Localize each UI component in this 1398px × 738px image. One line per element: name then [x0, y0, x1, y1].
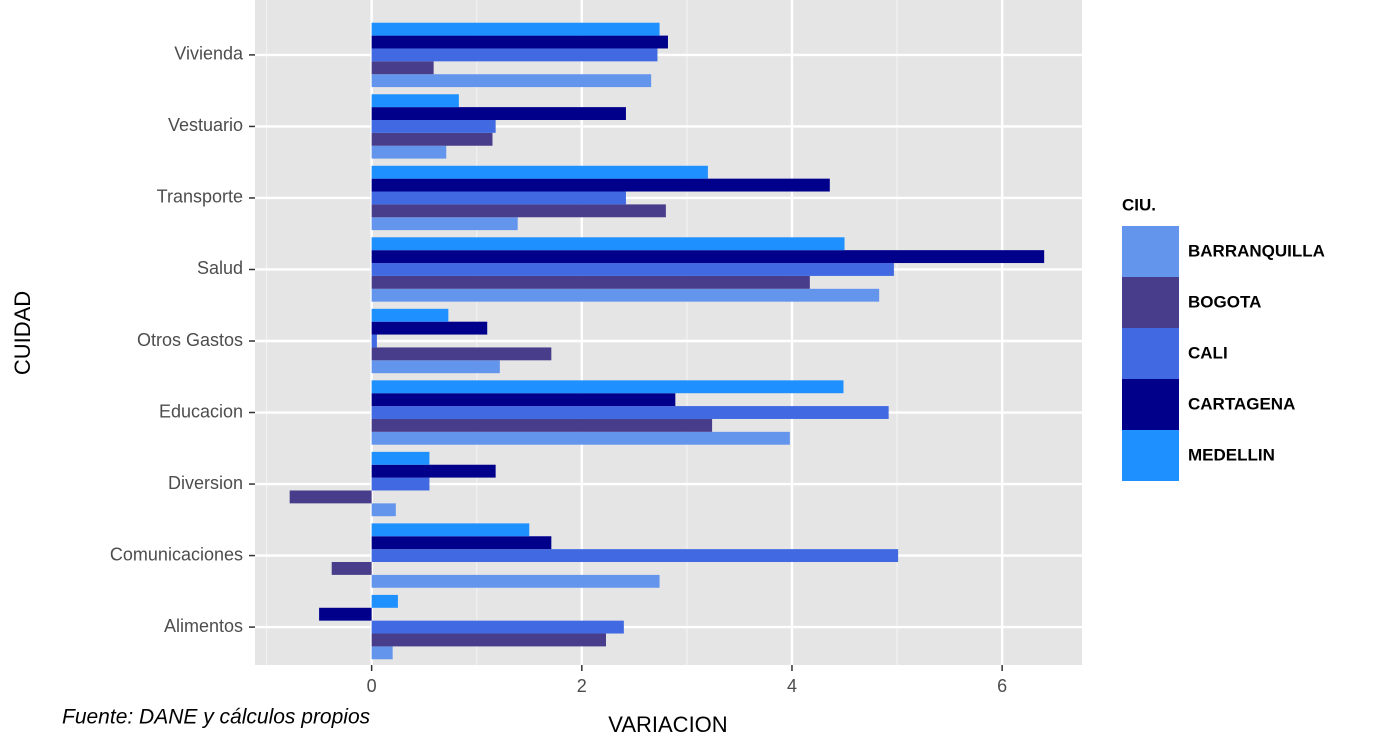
bar [371, 380, 844, 394]
x-tick-label: 6 [997, 676, 1007, 696]
bar [319, 607, 372, 621]
bar [371, 393, 676, 407]
x-tick-label: 2 [577, 676, 587, 696]
bar [371, 334, 377, 348]
bar [371, 74, 652, 88]
legend-title: CIU. [1122, 195, 1156, 214]
bar [371, 523, 530, 537]
bar [371, 431, 790, 445]
x-tick-label: 4 [787, 676, 797, 696]
bar [371, 594, 398, 608]
bar [371, 477, 430, 491]
bar [371, 503, 396, 517]
bar [371, 308, 449, 322]
bar [371, 107, 626, 120]
y-tick-label: Vivienda [174, 44, 244, 64]
y-axis-title: CUIDAD [10, 291, 35, 375]
y-tick-label: Transporte [157, 187, 243, 207]
bar [371, 48, 658, 62]
legend-key [1122, 226, 1179, 277]
y-tick-label: Otros Gastos [137, 330, 243, 350]
legend-key [1122, 277, 1179, 328]
y-tick-label: Alimentos [164, 616, 243, 636]
bar [371, 237, 845, 251]
bar [371, 620, 624, 634]
bar [371, 145, 447, 159]
y-tick-label: Educacion [159, 401, 243, 421]
y-tick-label: Diversion [168, 473, 243, 493]
bar [371, 418, 713, 432]
bar [371, 360, 500, 374]
bar [371, 35, 668, 49]
legend-key [1122, 328, 1179, 379]
bar [371, 178, 830, 192]
legend-key [1122, 430, 1179, 481]
bar [371, 549, 899, 563]
bar [371, 347, 552, 361]
bar [331, 562, 372, 575]
bar [371, 406, 889, 419]
bar [371, 451, 430, 465]
x-axis-title: VARIACION [608, 712, 727, 737]
bar [371, 132, 493, 146]
bar [371, 263, 894, 276]
y-tick-label: Vestuario [168, 115, 243, 135]
bar [371, 94, 459, 108]
bar [371, 633, 606, 647]
legend-label: BARRANQUILLA [1188, 241, 1325, 260]
legend-key [1122, 379, 1179, 430]
x-tick-label: 0 [367, 676, 377, 696]
bar [371, 61, 434, 75]
bar [371, 574, 660, 588]
legend-label: CARTAGENA [1188, 394, 1295, 413]
bar [371, 204, 666, 218]
bar [371, 165, 708, 179]
bar [371, 217, 518, 231]
bar [371, 288, 880, 302]
bar [371, 275, 810, 289]
bar [371, 536, 552, 550]
legend-label: CALI [1188, 343, 1228, 362]
bar [371, 191, 626, 205]
bar [371, 250, 1045, 264]
y-tick-label: Comunicaciones [110, 544, 243, 564]
bar [371, 646, 393, 660]
bar [371, 464, 496, 478]
bar [371, 119, 496, 133]
bar [371, 321, 488, 335]
bar [371, 22, 660, 36]
source-note: Fuente: DANE y cálculos propios [62, 706, 371, 729]
legend-label: MEDELLIN [1188, 445, 1275, 464]
legend-label: BOGOTA [1188, 292, 1261, 311]
bar [289, 490, 372, 504]
y-tick-label: Salud [197, 258, 243, 278]
